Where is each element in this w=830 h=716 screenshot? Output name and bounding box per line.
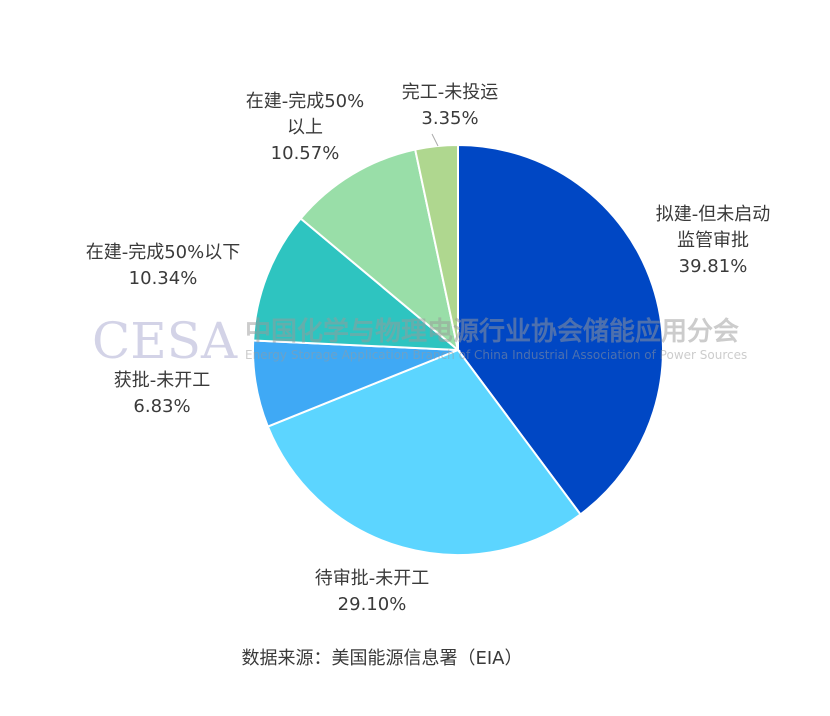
watermark-name-en: Energy Storage Application Branch of Chi… bbox=[245, 348, 747, 362]
slice-category-label: 在建-完成50% bbox=[246, 91, 365, 112]
slice-category-label: 监管审批 bbox=[677, 230, 749, 251]
slice-value-label: 3.35% bbox=[421, 108, 478, 129]
watermark-name-cn: 中国化学与物理电源行业协会储能应用分会 bbox=[245, 316, 739, 347]
pie-slice bbox=[299, 148, 460, 353]
pie-slice bbox=[457, 143, 664, 516]
slice-category-label: 待审批-未开工 bbox=[315, 568, 430, 589]
slice-value-label: 6.83% bbox=[133, 396, 190, 417]
slice-value-label: 10.57% bbox=[271, 143, 340, 164]
source-note: 数据来源：美国能源信息署（EIA） bbox=[242, 648, 523, 669]
slice-category-label: 以上 bbox=[287, 117, 323, 138]
slice-value-label: 29.10% bbox=[338, 594, 407, 615]
slice-category-label: 获批-未开工 bbox=[114, 370, 211, 391]
slice-value-label: 10.34% bbox=[129, 268, 198, 289]
pie-slice bbox=[266, 348, 582, 556]
slice-category-label: 拟建-但未启动 bbox=[656, 204, 771, 225]
pie-slice bbox=[252, 217, 461, 352]
slice-category-label: 完工-未投运 bbox=[402, 82, 499, 103]
slice-value-label: 39.81% bbox=[679, 256, 748, 277]
slice-category-label: 在建-完成50%以下 bbox=[86, 242, 241, 263]
leader-line bbox=[431, 133, 439, 147]
watermark-logo: CESA bbox=[92, 312, 238, 370]
pie-slice bbox=[413, 143, 459, 351]
watermark: CESA 中国化学与物理电源行业协会储能应用分会 Energy Storage … bbox=[92, 312, 747, 370]
